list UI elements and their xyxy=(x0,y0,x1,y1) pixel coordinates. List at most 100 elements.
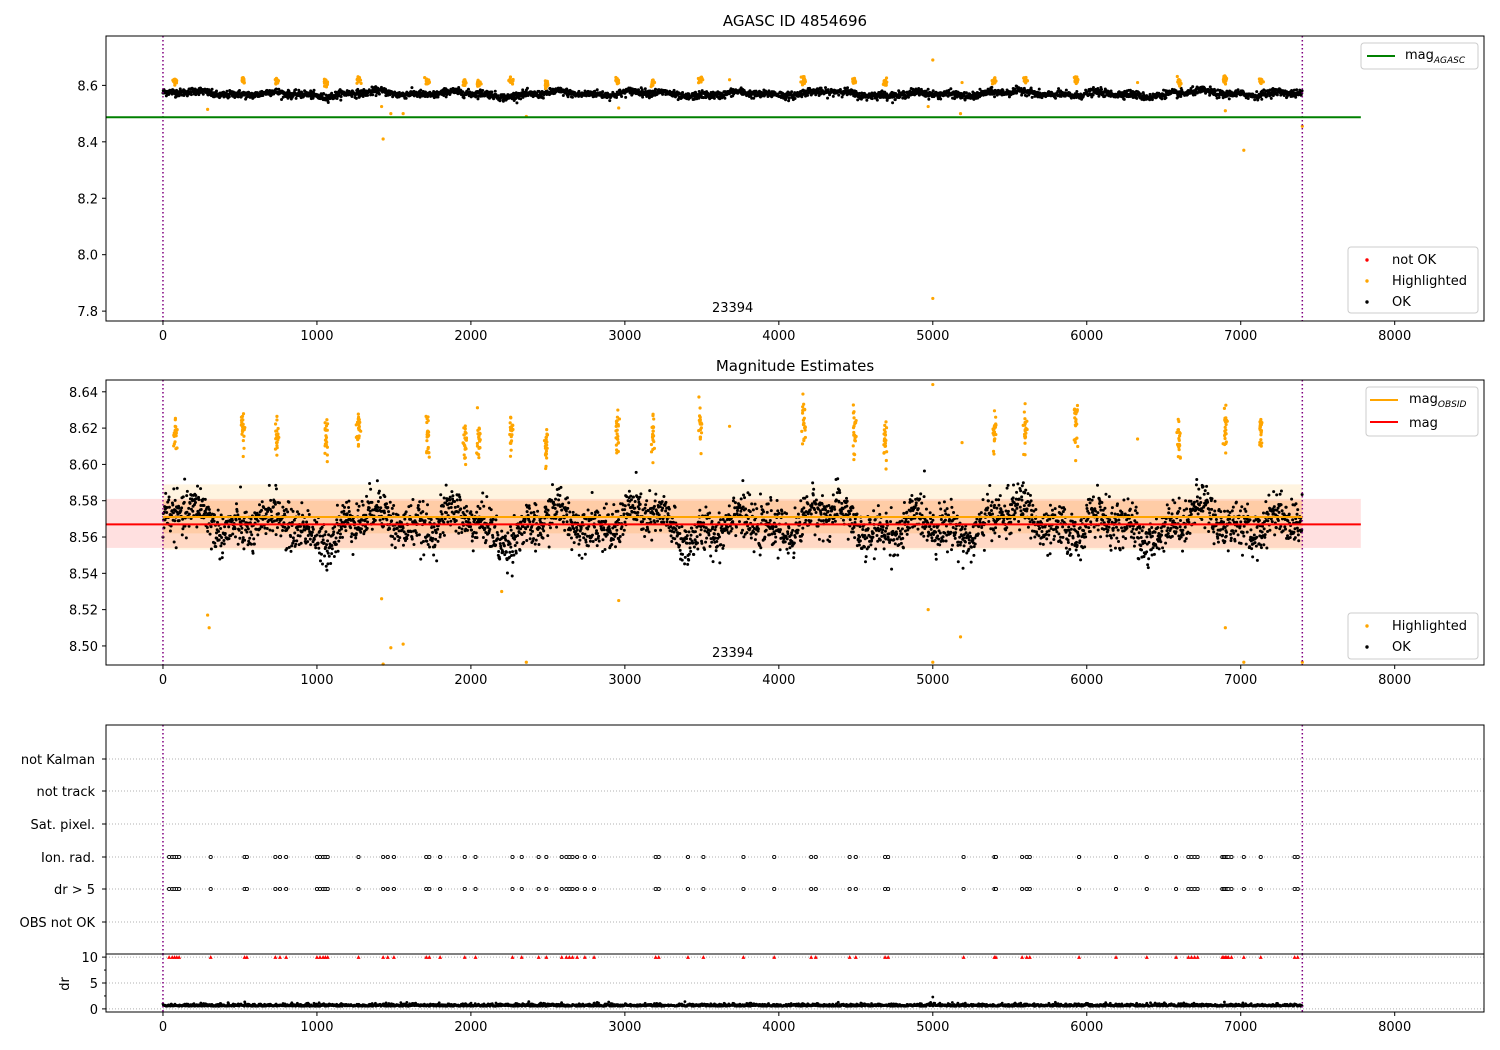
mag-est-ok-point xyxy=(172,487,176,491)
mag-est-ok-point xyxy=(287,500,291,504)
agasc-highlighted-outlier xyxy=(380,104,384,109)
mag-est-ok-point xyxy=(391,512,395,516)
mag-est-ok-point xyxy=(527,504,531,508)
mag-est-ok-point xyxy=(289,535,293,539)
agasc-ok-point xyxy=(354,96,358,100)
mag-est-ok-point xyxy=(330,552,334,556)
agasc-highlighted-point xyxy=(884,83,888,87)
mag-est-ok-point xyxy=(231,532,235,536)
agasc-highlighted-point xyxy=(356,75,360,79)
mag-est-ok-point xyxy=(252,537,256,541)
mag-est-ok-point xyxy=(460,531,464,535)
mag-est-ok-point xyxy=(436,527,440,531)
agasc-ok-point xyxy=(475,94,479,98)
agasc-ok-point xyxy=(410,86,414,90)
agasc-ok-point xyxy=(541,96,545,100)
mag-est-ok-point xyxy=(236,542,240,546)
mag-est-ok-point xyxy=(395,526,399,530)
agasc-plot-frame xyxy=(105,35,1485,322)
mag-est-ok-point xyxy=(356,508,360,512)
mag-est-ok-point xyxy=(506,531,510,535)
mag-est-ok-point xyxy=(193,501,197,505)
mag-est-ok-point xyxy=(168,529,172,533)
agasc-ok-point xyxy=(294,96,298,100)
mag-est-ok-point xyxy=(239,485,243,489)
agasc-ok-point xyxy=(593,89,597,93)
mag-est-ok-point xyxy=(482,504,486,508)
mag-est-ok-point xyxy=(281,529,285,533)
mag-est-ok-point xyxy=(375,479,379,483)
mag-est-ok-point xyxy=(485,495,489,499)
mag-est-ok-point xyxy=(475,510,479,514)
mag-est-ok-point xyxy=(268,528,272,532)
agasc-ok-point xyxy=(1054,96,1058,100)
mag-est-ok-point xyxy=(508,550,512,554)
mag-est-ok-point xyxy=(512,553,516,557)
mag-est-ok-point xyxy=(227,537,231,541)
mag-est-ok-point xyxy=(388,500,392,504)
agasc-ok-point xyxy=(366,93,370,97)
mag-est-ok-point xyxy=(465,509,469,513)
agasc-highlighted-point xyxy=(274,81,278,86)
mag-est-ok-point xyxy=(304,537,308,541)
agasc-ok-point xyxy=(481,89,485,93)
mag-est-ok-point xyxy=(219,526,223,530)
mag-est-ok-point xyxy=(513,537,517,541)
mag-est-ok-point xyxy=(369,487,373,491)
agasc-ok-point xyxy=(193,88,197,92)
agasc-ok-point xyxy=(902,90,906,94)
agasc-highlighted-outlier xyxy=(401,111,405,116)
mag-est-ok-point xyxy=(336,531,340,535)
agasc-highlighted-point xyxy=(698,79,702,83)
mag-est-ok-point xyxy=(233,535,237,539)
mag-est-ok-point xyxy=(293,531,297,535)
mag-est-ok-point xyxy=(188,501,192,505)
agasc-ok-point xyxy=(1260,97,1264,101)
mag-est-ok-point xyxy=(256,533,260,537)
mag-est-ok-point xyxy=(509,545,513,549)
agasc-highlighted-point xyxy=(1074,81,1078,86)
mag-est-ok-point xyxy=(216,508,220,512)
agasc-ok-point xyxy=(201,92,205,96)
mag-est-ok-point xyxy=(281,505,285,509)
agasc-ok-point xyxy=(525,86,529,90)
agasc-ok-point xyxy=(1037,87,1041,91)
agasc-ok-point xyxy=(404,96,408,100)
mag-est-ok-point xyxy=(312,537,316,541)
mag-est-ok-point xyxy=(439,493,443,497)
mag-est-ok-point xyxy=(449,506,453,510)
agasc-ok-point xyxy=(1295,88,1299,92)
agasc-ok-point xyxy=(1030,95,1034,99)
mag-est-ok-point xyxy=(185,510,189,514)
agasc-ok-point xyxy=(1091,86,1095,90)
agasc-ok-point xyxy=(210,87,214,91)
mag-est-ok-point xyxy=(234,502,238,506)
agasc-highlighted-point xyxy=(993,81,997,85)
mag-est-ok-point xyxy=(453,505,457,509)
agasc-highlighted-point xyxy=(1222,80,1226,84)
mag-est-ok-point xyxy=(478,507,482,511)
agasc-ok-point xyxy=(700,89,704,93)
agasc-highlighted-point xyxy=(649,84,653,89)
mag-est-ok-point xyxy=(448,498,452,502)
mag-est-ok-point xyxy=(291,536,295,540)
mag-est-ok-point xyxy=(336,549,340,553)
mag-est-ok-point xyxy=(503,534,507,538)
mag-est-ok-point xyxy=(240,526,244,530)
agasc-ok-point xyxy=(927,97,931,101)
agasc-ok-point xyxy=(335,97,339,101)
mag-est-ok-point xyxy=(311,527,315,531)
mag-est-ok-point xyxy=(167,505,171,509)
mag-est-ok-point xyxy=(431,537,435,541)
mag-est-ok-point xyxy=(185,489,189,493)
agasc-ok-point xyxy=(461,90,465,94)
mag-est-ok-point xyxy=(274,483,278,487)
agasc-ytick-label: 8.6 xyxy=(77,79,98,94)
mag-est-ok-point xyxy=(300,501,304,505)
mag-est-ok-point xyxy=(436,539,440,543)
agasc-highlighted-outlier xyxy=(389,111,393,116)
agasc-highlighted-point xyxy=(884,80,888,84)
mag-est-ok-point xyxy=(522,540,526,544)
mag-est-ok-point xyxy=(223,525,227,529)
agasc-ok-point xyxy=(620,95,624,99)
